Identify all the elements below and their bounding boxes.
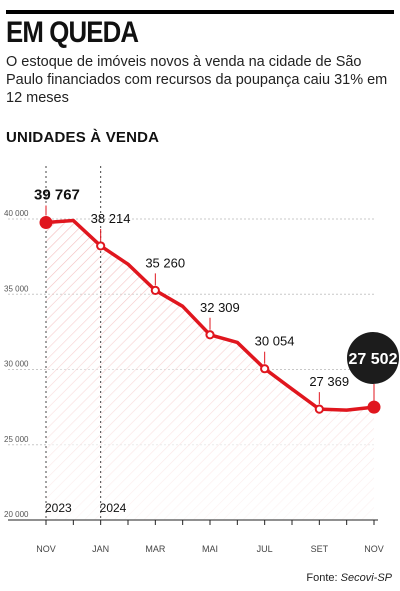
data-marks xyxy=(39,205,399,414)
x-tick-label: NOV xyxy=(36,544,56,554)
data-label-callout: 27 502 xyxy=(349,351,398,368)
headline: EM QUEDA xyxy=(6,16,139,49)
data-point xyxy=(96,241,106,251)
x-axis: NOV JAN MAR MAI JUL SET NOV 2023 2024 xyxy=(8,166,384,554)
x-tick-label: SET xyxy=(311,544,329,554)
data-label: 27 369 xyxy=(309,374,349,389)
data-point-start xyxy=(39,216,53,230)
area-fill xyxy=(46,220,374,521)
year-label: 2023 xyxy=(45,501,72,515)
source-name: Secovi-SP xyxy=(340,572,392,584)
x-tick-label: JUL xyxy=(257,544,273,554)
data-label: 35 260 xyxy=(145,255,185,270)
source-label: Fonte: xyxy=(306,572,338,584)
x-tick-label: JAN xyxy=(92,544,109,554)
top-rule xyxy=(6,10,394,14)
area-fade-overlay xyxy=(46,220,374,521)
x-tick-label: NOV xyxy=(364,544,384,554)
callout-circle xyxy=(347,332,399,384)
data-point xyxy=(314,404,324,414)
chart-title: UNIDADES À VENDA xyxy=(6,129,160,146)
y-tick-label: 40 000 xyxy=(4,209,29,218)
data-label: 38 214 xyxy=(91,211,131,226)
y-tick-label: 20 000 xyxy=(4,510,29,519)
y-tick-label: 30 000 xyxy=(4,360,29,369)
data-point-end xyxy=(367,400,381,414)
x-tick-label: MAR xyxy=(145,544,166,554)
y-tick-label: 35 000 xyxy=(4,284,29,293)
data-label: 32 309 xyxy=(200,300,240,315)
x-tick-label: MAI xyxy=(202,544,218,554)
data-label: 39 767 xyxy=(34,187,80,204)
source-note: Fonte: Secovi-SP xyxy=(306,572,392,584)
dek: O estoque de imóveis novos à venda na ci… xyxy=(6,54,388,106)
data-label: 30 054 xyxy=(255,334,295,349)
year-label: 2024 xyxy=(100,501,127,515)
data-point xyxy=(150,285,160,295)
data-point xyxy=(260,364,270,374)
y-tick-label: 25 000 xyxy=(4,435,29,444)
data-point xyxy=(205,330,215,340)
